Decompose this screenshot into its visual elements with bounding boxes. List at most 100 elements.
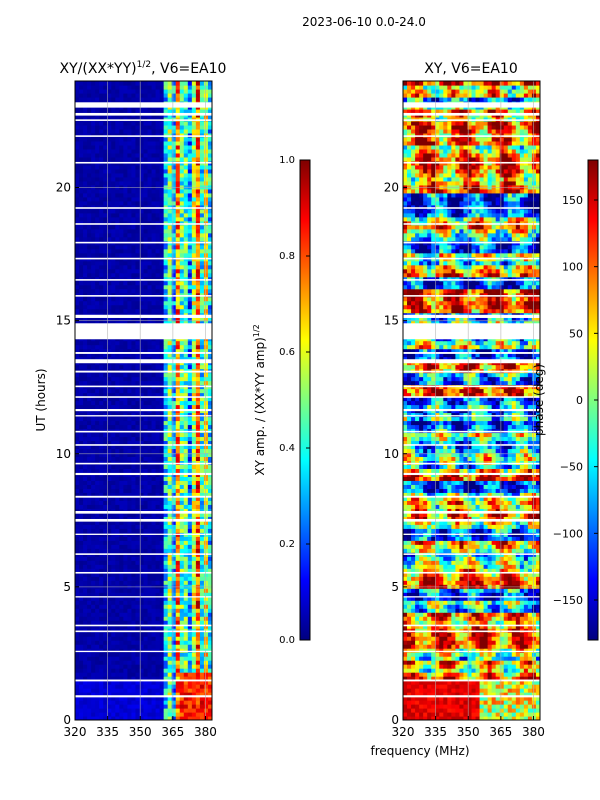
heatmap-cell [123,132,128,138]
heatmap-cell [131,292,137,298]
heatmap-cell [99,540,104,545]
heatmap-cell [199,320,205,326]
heatmap-cell [139,164,145,170]
heatmap-cell [199,212,205,218]
heatmap-cell [83,576,88,581]
heatmap-cell [75,428,80,434]
heatmap-cell [139,412,145,418]
heatmap-cell [99,592,104,597]
heatmap-cell [119,696,124,701]
heatmap-cell [179,244,185,250]
heatmap-cell [155,492,161,497]
heatmap-cell [103,220,108,226]
heatmap-cell [135,620,141,625]
heatmap-cell [175,460,181,465]
heatmap-cell [135,340,141,346]
heatmap-cell [107,440,112,446]
heatmap-cell [87,140,92,146]
heatmap-cell [91,188,96,194]
heatmap-cell [175,716,181,720]
heatmap-cell [195,680,201,685]
heatmap-cell [167,560,173,565]
heatmap-cell [87,284,92,290]
heatmap-cell [135,492,141,497]
heatmap-cell [119,492,124,497]
heatmap-cell [83,168,88,174]
heatmap-cell [167,304,173,310]
heatmap-cell [91,540,96,545]
heatmap-cell [119,692,124,697]
heatmap-cell [163,560,169,565]
heatmap-cell [79,452,84,458]
heatmap-cell [139,624,145,629]
heatmap-cell [207,688,212,693]
heatmap-cell [199,652,205,657]
heatmap-cell [95,608,100,613]
heatmap-cell [95,176,100,182]
heatmap-cell [99,516,104,521]
heatmap-cell [99,288,104,294]
heatmap-cell [195,456,201,461]
heatmap-cell [191,640,197,645]
heatmap-cell [183,300,189,306]
heatmap-cell [147,272,153,278]
heatmap-cell [171,200,177,206]
heatmap-cell [143,164,149,170]
heatmap-cell [99,216,104,222]
heatmap-cell [131,484,137,489]
heatmap-cell [143,540,149,545]
heatmap-cell [131,680,137,685]
heatmap-cell [95,452,100,458]
heatmap-cell [115,292,120,298]
heatmap-cell [123,648,128,653]
heatmap-cell [159,492,165,497]
heatmap-cell [111,484,116,489]
heatmap-cell [159,704,165,709]
heatmap-cell [91,560,96,565]
heatmap-cell [187,504,193,509]
heatmap-cell [131,528,137,533]
heatmap-cell [79,524,84,529]
heatmap-cell [79,188,84,194]
heatmap-cell [111,432,116,438]
heatmap-cell [135,524,141,529]
heatmap-cell [75,156,80,162]
heatmap-cell [175,380,181,386]
heatmap-cell [103,348,108,354]
heatmap-cell [99,152,104,158]
heatmap-cell [195,148,201,154]
heatmap-cell [207,304,212,310]
heatmap-cell [91,148,96,154]
heatmap-cell [191,688,197,693]
heatmap-cell [91,164,96,170]
heatmap-cell [171,420,177,426]
heatmap-cell [187,404,193,410]
heatmap-cell [207,624,212,629]
heatmap-cell [95,596,100,601]
heatmap-cell [143,416,149,422]
heatmap-cell [87,372,92,378]
heatmap-cell [159,496,165,501]
heatmap-cell [111,396,116,402]
heatmap-cell [131,544,137,549]
heatmap-cell [167,480,173,485]
heatmap-cell [83,560,88,565]
heatmap-cell [83,652,88,657]
heatmap-cell [135,216,141,222]
heatmap-cell [163,188,169,194]
heatmap-cell [91,716,96,720]
heatmap-cell [207,276,212,282]
heatmap-cell [127,216,133,222]
heatmap-cell [195,688,201,693]
heatmap-cell [91,180,96,186]
heatmap-cell [95,648,100,653]
heatmap-cell [111,560,116,565]
heatmap-cell [195,604,201,609]
heatmap-cell [83,356,88,362]
heatmap-cell [167,192,173,198]
heatmap-cell [207,348,212,354]
heatmap-cell [135,380,141,386]
heatmap-cell [91,524,96,529]
heatmap-cell [127,676,133,681]
heatmap-cell [75,132,80,138]
